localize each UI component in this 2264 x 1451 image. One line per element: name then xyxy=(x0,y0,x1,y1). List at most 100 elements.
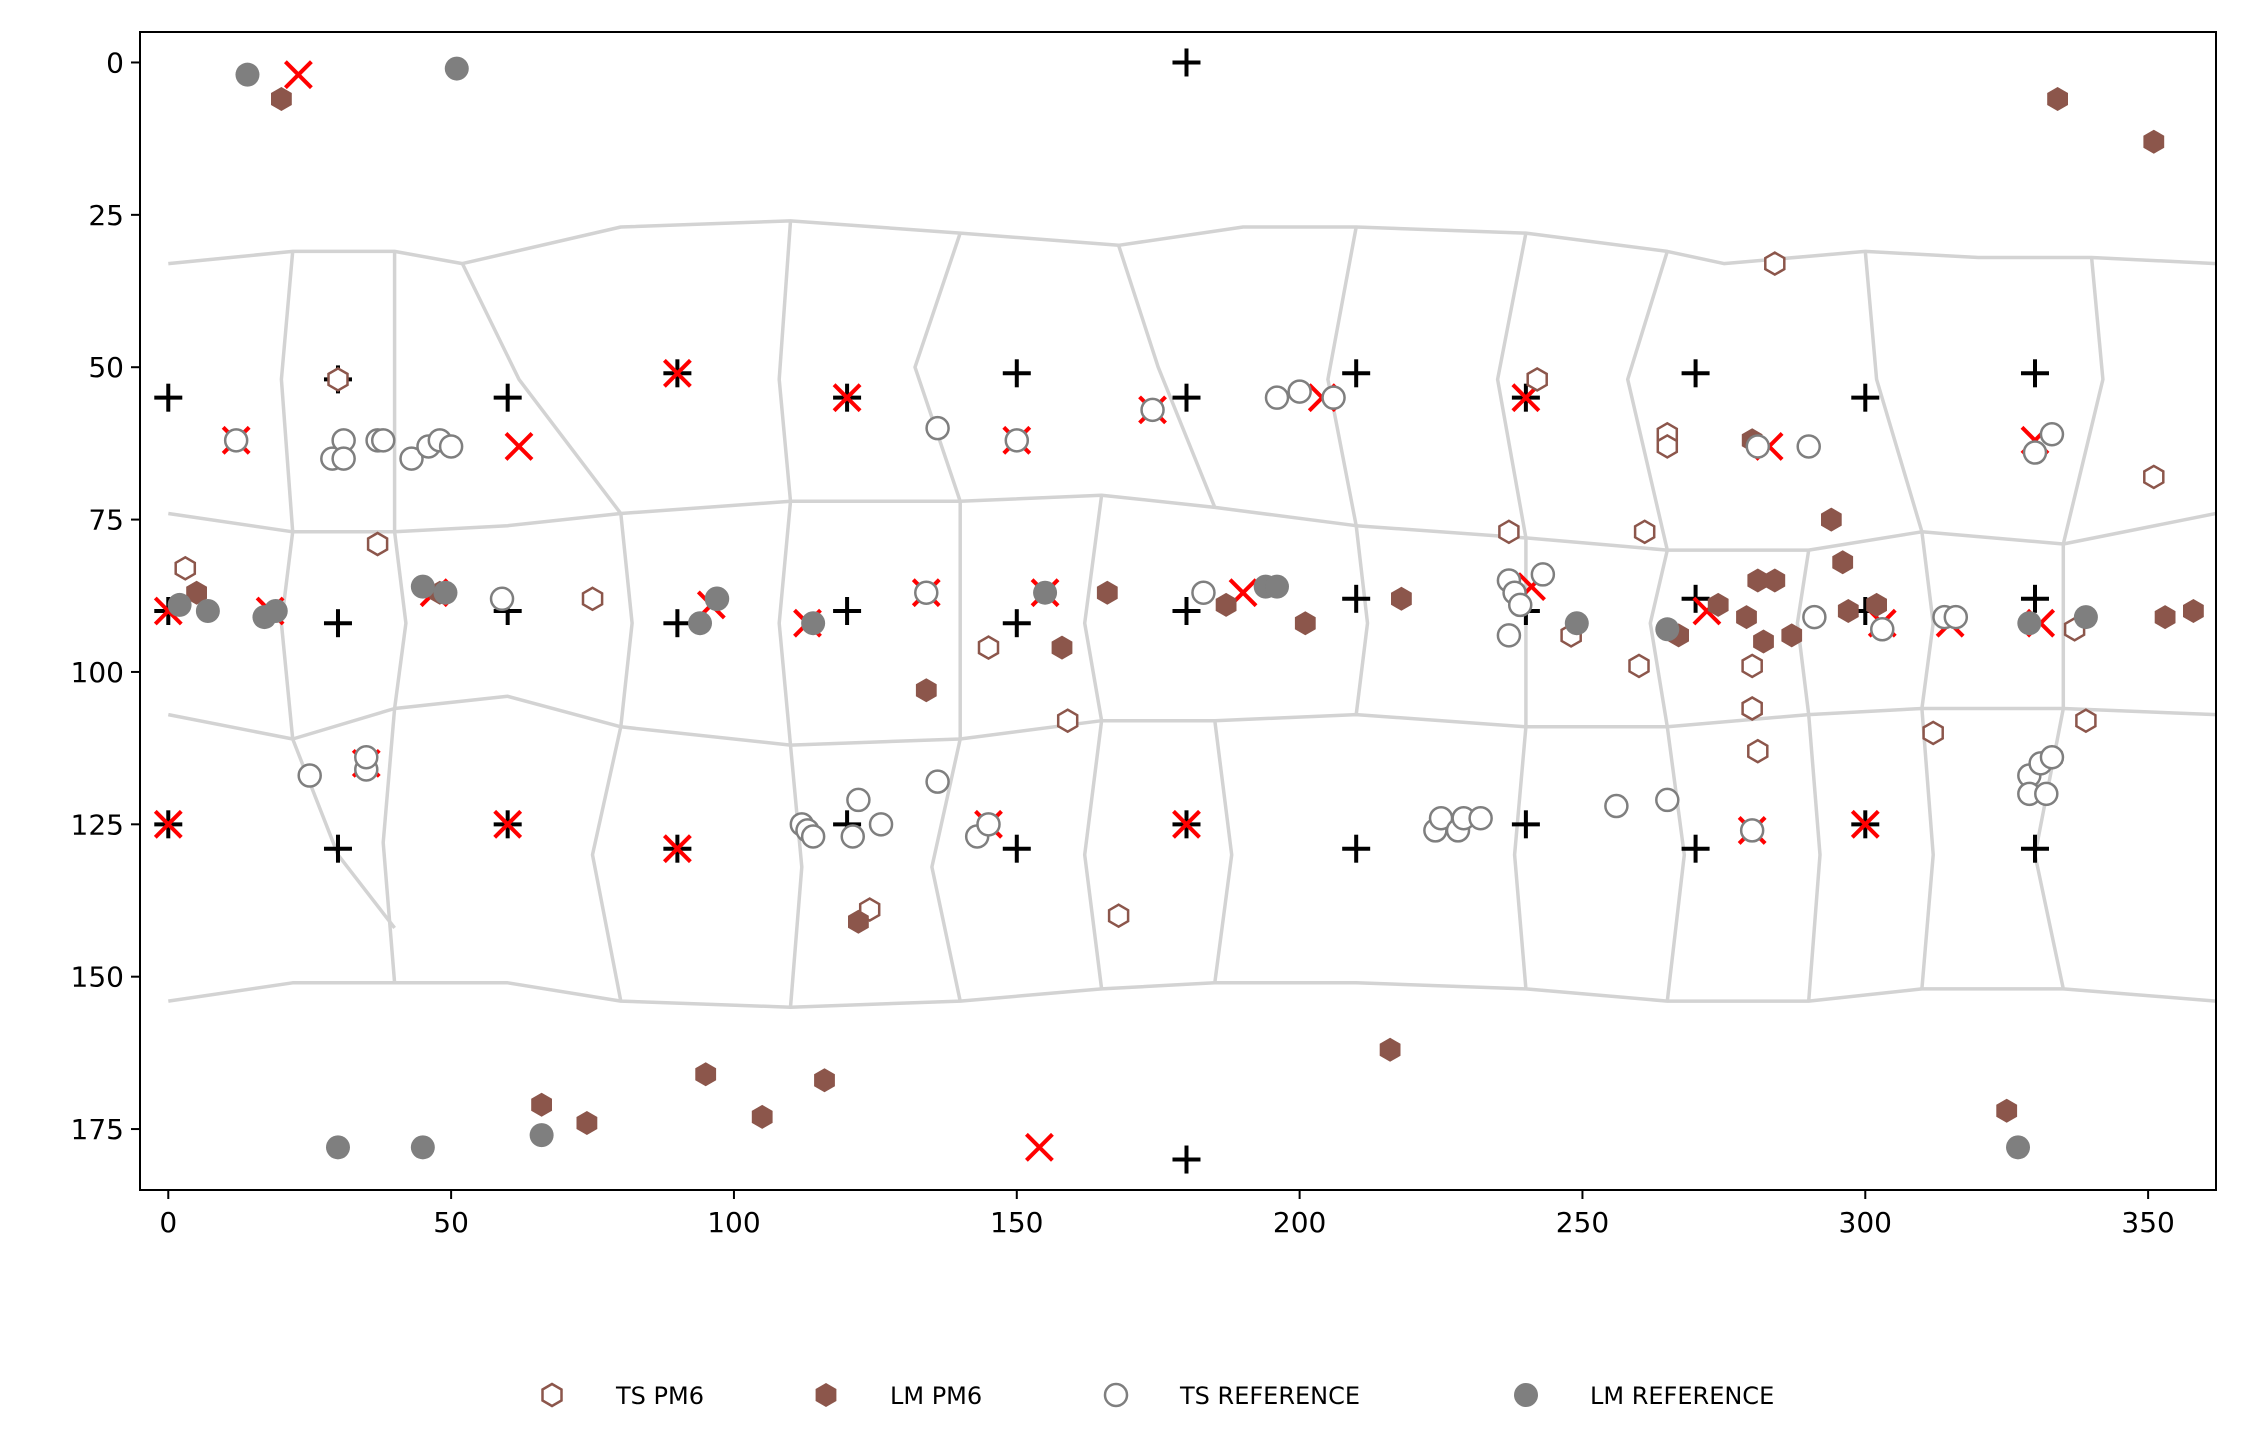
voronoi-edge xyxy=(1920,708,1935,990)
voronoi-edge xyxy=(1354,525,1370,715)
point-plus xyxy=(1342,584,1371,613)
point-circle-open xyxy=(1264,385,1290,410)
point-plus xyxy=(833,597,862,625)
voronoi-edge xyxy=(777,501,793,746)
legend-entry: TS PM6 xyxy=(541,1382,704,1410)
y-tick-label: 125 xyxy=(71,808,124,841)
point-plus xyxy=(1172,48,1201,77)
voronoi-edge xyxy=(168,219,2216,266)
point-hex-open xyxy=(1741,653,1763,679)
y-tick-label: 175 xyxy=(71,1113,124,1146)
y-tick-label: 50 xyxy=(88,351,124,384)
point-circle-open xyxy=(925,415,950,441)
voronoi-edge xyxy=(168,981,2216,1009)
point-hex-filled xyxy=(1736,605,1757,630)
point-hex-open xyxy=(1741,696,1763,721)
point-circle-filled xyxy=(704,586,729,611)
legend-label: TS PM6 xyxy=(615,1382,704,1410)
voronoi-edge xyxy=(930,738,962,1002)
point-plus xyxy=(2020,359,2049,388)
point-circle-open xyxy=(1191,580,1216,605)
point-hex-filled xyxy=(1764,568,1786,593)
voronoi-edge xyxy=(460,262,623,515)
legend-label: LM PM6 xyxy=(890,1382,982,1410)
point-x xyxy=(662,834,692,864)
voronoi-edge xyxy=(1082,720,1104,990)
y-tick-label: 0 xyxy=(106,46,124,79)
voronoi-edge xyxy=(1795,549,1811,715)
point-circle-open xyxy=(354,745,379,770)
point-plus xyxy=(663,609,692,638)
point-hex-open xyxy=(1107,903,1130,929)
point-circle-open xyxy=(1140,397,1165,423)
point-circle-open xyxy=(1739,818,1765,843)
point-circle-filled xyxy=(1033,580,1058,605)
voronoi-edge xyxy=(167,694,2216,747)
point-circle-open xyxy=(331,446,356,471)
legend-entry: TS REFERENCE xyxy=(1103,1382,1360,1410)
point-hex-filled xyxy=(1781,623,1803,648)
voronoi-edge xyxy=(1863,251,1924,533)
point-circle-filled xyxy=(195,599,220,623)
legend-marker-hex-filled xyxy=(815,1383,837,1407)
voronoi-edge xyxy=(2061,257,2105,545)
point-plus xyxy=(1002,834,1031,863)
point-circle-open xyxy=(1796,434,1821,459)
point-circle-filled xyxy=(263,599,288,623)
voronoi-cell-edges xyxy=(167,219,2216,1009)
point-hex-filled xyxy=(1747,568,1769,593)
point-hex-open xyxy=(366,531,389,557)
point-hex-filled xyxy=(1866,592,1887,617)
voronoi-edge xyxy=(1213,720,1234,984)
point-circle-open xyxy=(2034,781,2059,807)
point-circle-open xyxy=(914,580,939,605)
x-tick-label: 300 xyxy=(1839,1206,1892,1239)
point-circle-open xyxy=(800,824,826,849)
x-axis: 0 50 100 150 200 250 300 350 xyxy=(159,1190,2175,1239)
x-tick-label: 50 xyxy=(433,1206,469,1239)
point-x xyxy=(1024,1132,1054,1162)
point-x xyxy=(283,60,313,90)
voronoi-edge xyxy=(913,232,962,502)
point-plus xyxy=(1342,359,1371,388)
point-hex-filled xyxy=(848,909,869,934)
point-plus xyxy=(1002,359,1031,388)
voronoi-edge xyxy=(1625,250,1670,551)
point-hex-filled xyxy=(1996,1098,2018,1123)
point-x xyxy=(662,358,692,388)
y-tick-label: 100 xyxy=(71,656,124,689)
point-circle-filled xyxy=(688,611,713,636)
legend-label: TS REFERENCE xyxy=(1179,1382,1360,1410)
voronoi-edge xyxy=(168,493,2216,552)
point-plus xyxy=(323,834,352,863)
point-circle-filled xyxy=(1264,574,1289,599)
point-circle-open xyxy=(1530,562,1556,587)
point-hex-filled xyxy=(1294,611,1316,636)
point-x xyxy=(832,383,862,413)
voronoi-edge xyxy=(590,726,623,1002)
point-hex-open xyxy=(1056,708,1079,734)
point-x xyxy=(153,809,183,839)
point-hex-filled xyxy=(1837,599,1859,623)
scatter-points xyxy=(153,48,2204,1174)
x-tick-label: 0 xyxy=(159,1206,177,1239)
point-hex-open xyxy=(1498,519,1520,545)
point-hex-filled xyxy=(2143,129,2165,154)
point-hex-filled xyxy=(531,1092,552,1117)
point-circle-open xyxy=(438,434,464,459)
point-circle-filled xyxy=(529,1123,554,1148)
point-hex-open xyxy=(977,635,1000,661)
point-hex-open xyxy=(327,366,349,392)
point-plus xyxy=(1511,810,1540,839)
point-plus xyxy=(2020,584,2049,613)
point-hex-filled xyxy=(1821,507,1842,532)
point-plus xyxy=(493,383,522,412)
x-tick-label: 100 xyxy=(707,1206,760,1239)
point-hex-filled xyxy=(2183,599,2204,623)
point-plus xyxy=(1172,383,1201,412)
legend: TS PM6 LM PM6 TS REFERENCE LM REFERENCE xyxy=(541,1382,1774,1410)
point-plus xyxy=(1681,834,1710,863)
x-tick-label: 200 xyxy=(1273,1206,1326,1239)
legend-entry: LM PM6 xyxy=(815,1382,982,1410)
point-hex-filled xyxy=(814,1068,835,1093)
